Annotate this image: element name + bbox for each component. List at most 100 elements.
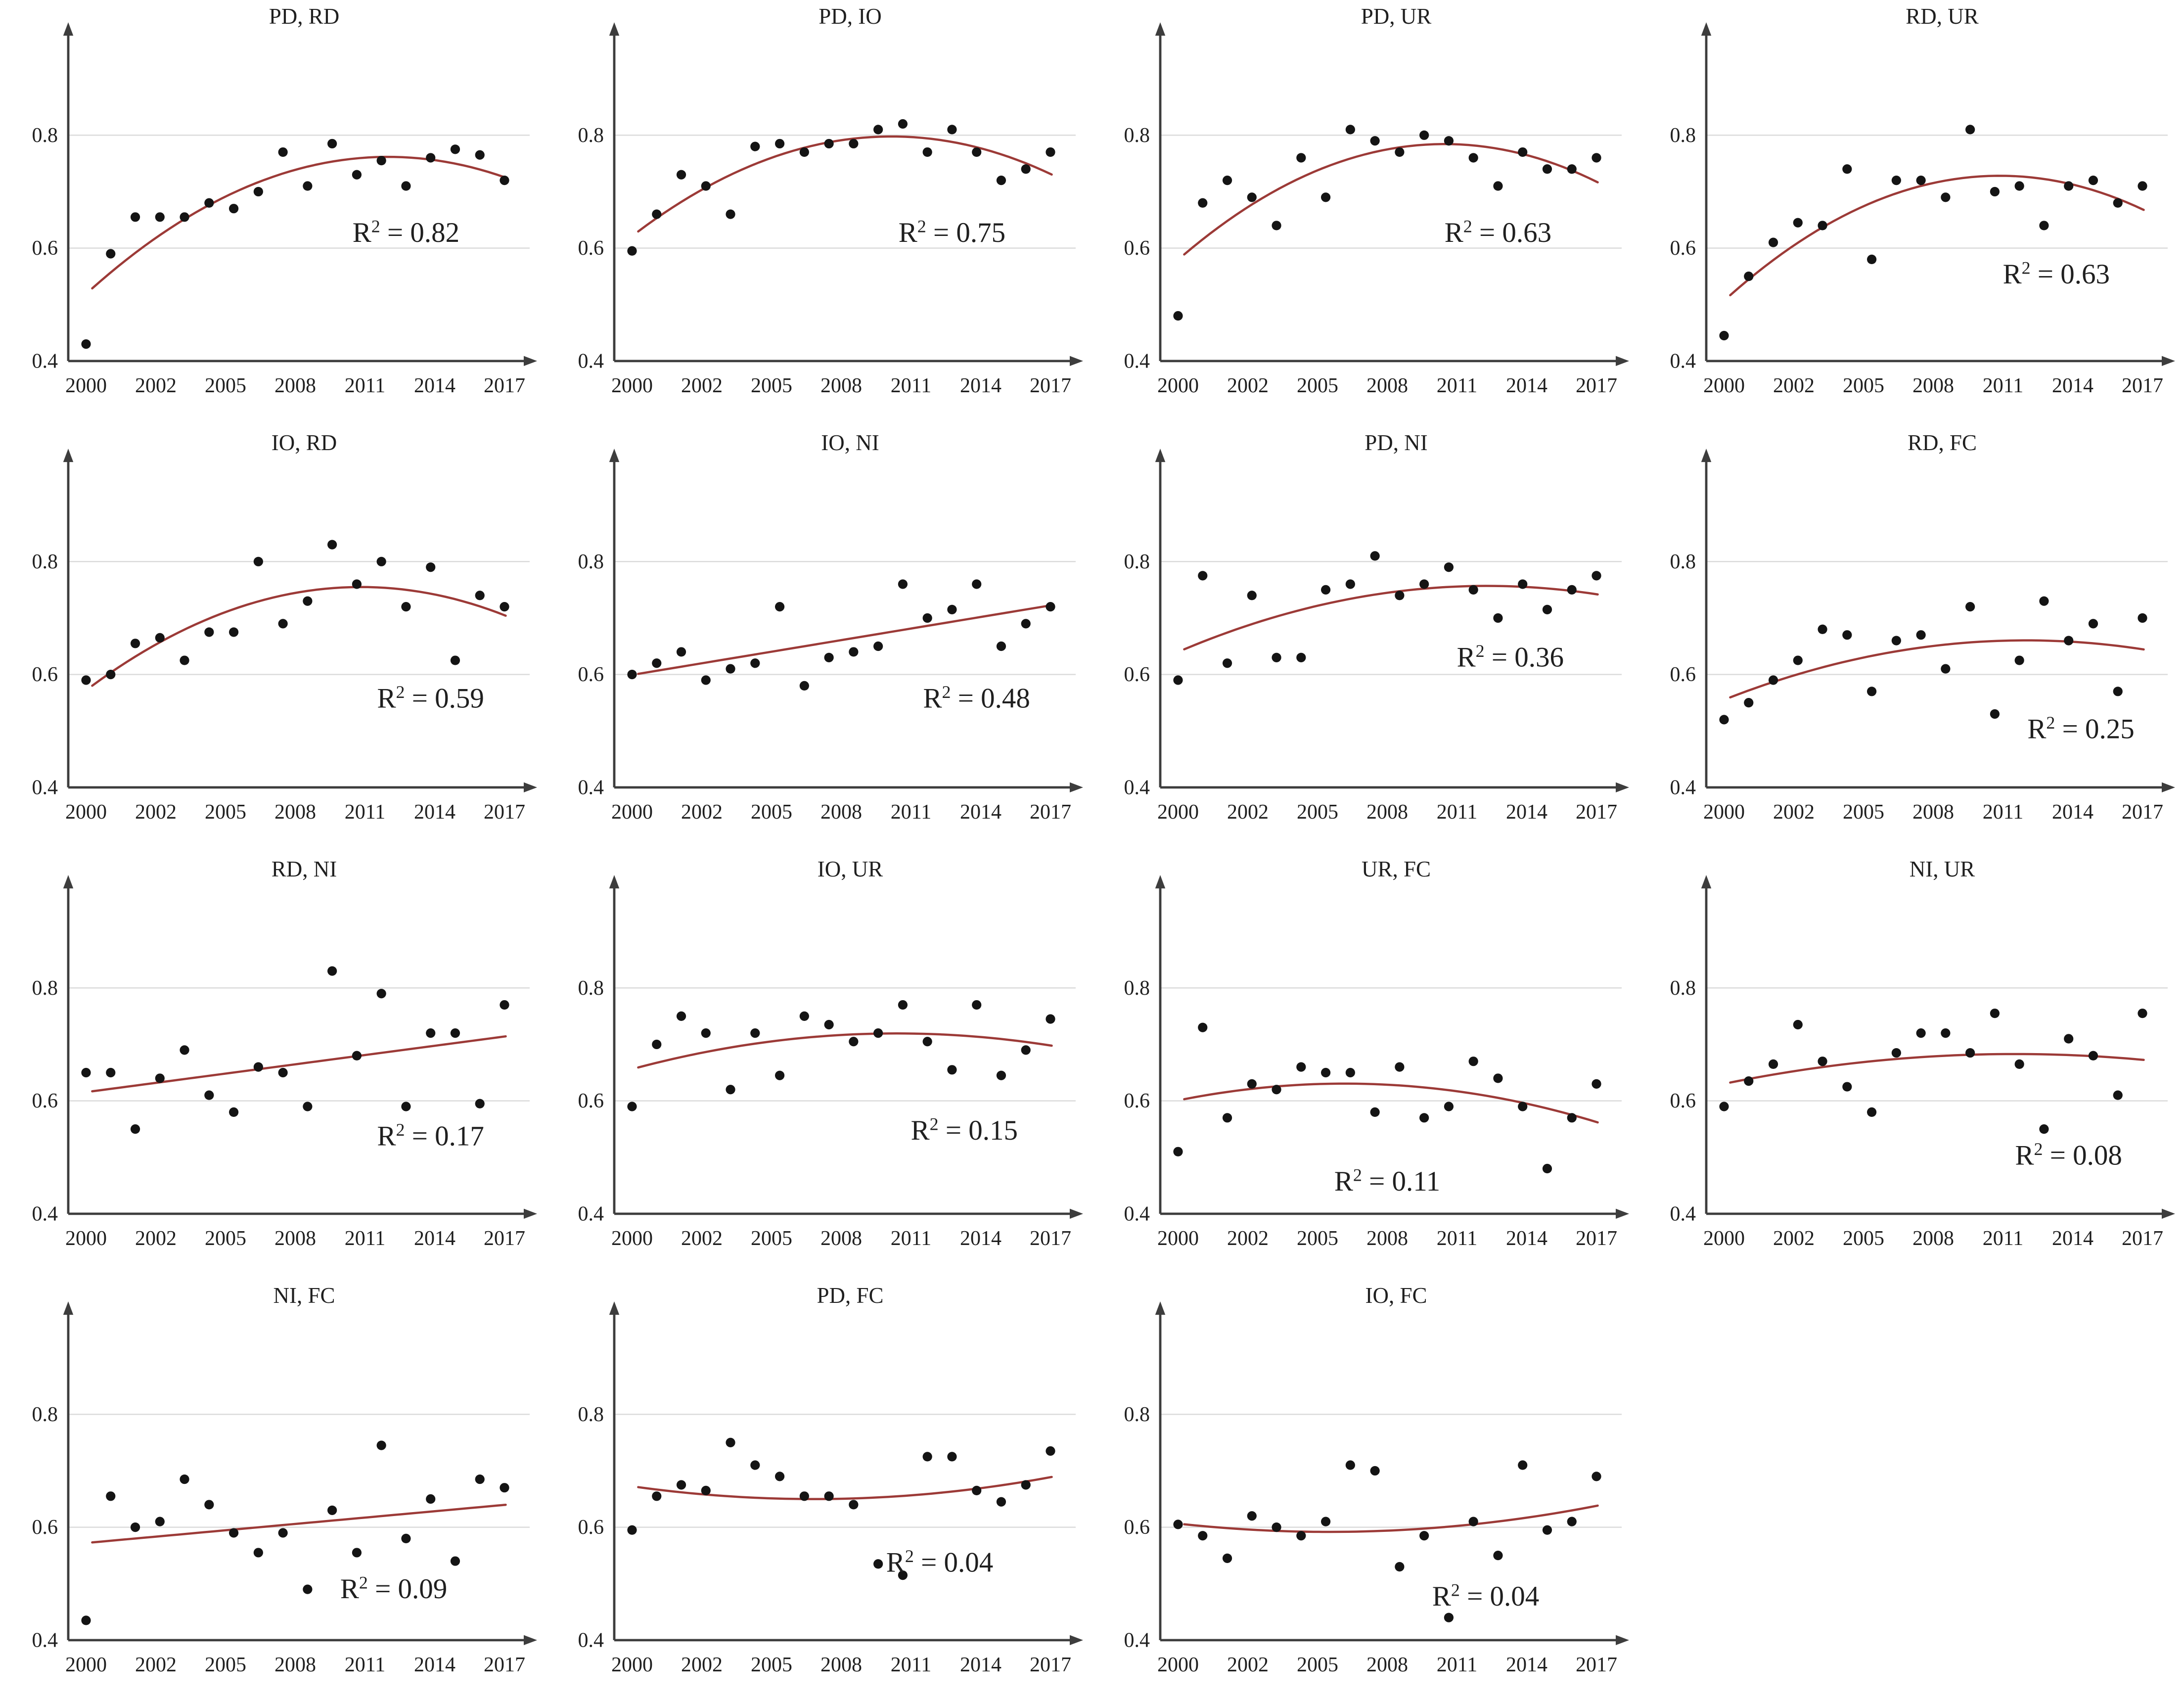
y-tick-label: 0.4 <box>578 776 604 799</box>
x-tick-label: 2014 <box>960 1227 1001 1250</box>
data-point <box>253 186 263 197</box>
x-tick-label: 2008 <box>1366 801 1408 824</box>
data-point <box>1916 630 1926 640</box>
x-tick-label: 2008 <box>820 1227 862 1250</box>
x-tick-label: 2017 <box>484 1654 525 1676</box>
data-point <box>1444 1102 1454 1111</box>
data-point <box>81 339 91 349</box>
y-tick-label: 0.6 <box>1670 237 1696 260</box>
data-point <box>1542 604 1552 614</box>
x-tick-label: 2008 <box>1912 801 1954 824</box>
data-points <box>627 579 1055 691</box>
data-point <box>1468 585 1478 595</box>
data-point <box>799 147 809 157</box>
data-point <box>1493 181 1503 191</box>
x-tick-label: 2008 <box>820 374 862 397</box>
y-tick-label: 0.8 <box>578 124 604 147</box>
data-point <box>376 989 386 999</box>
trend-line <box>1729 1053 2145 1084</box>
data-point <box>1567 1113 1577 1123</box>
y-tick-label: 0.6 <box>1124 237 1150 260</box>
x-tick-label: 2002 <box>681 1227 723 1250</box>
x-tick-label: 2005 <box>1843 1227 1884 1250</box>
data-point <box>180 212 189 222</box>
x-tick-label: 2008 <box>820 1654 862 1676</box>
data-point <box>1866 1107 1877 1117</box>
data-point <box>475 591 485 600</box>
x-tick-label: 2002 <box>1773 374 1815 397</box>
r-squared-annotation: R2 = 0.59 <box>377 682 484 714</box>
data-point <box>947 1065 957 1075</box>
x-tick-label: 2000 <box>1703 1227 1745 1250</box>
y-tick-labels: 0.8 0.6 0.4 <box>1670 551 1696 799</box>
data-point <box>1744 1076 1754 1086</box>
data-points <box>1719 596 2147 725</box>
data-point <box>1272 221 1281 231</box>
data-point <box>2064 636 2074 646</box>
x-tick-label: 2017 <box>1576 1654 1617 1676</box>
data-point <box>898 119 908 129</box>
data-point <box>376 156 386 166</box>
data-point <box>1296 1531 1306 1541</box>
y-tick-label: 0.4 <box>1670 776 1696 799</box>
axes <box>1155 22 1629 367</box>
data-point <box>849 1500 859 1510</box>
y-tick-label: 0.8 <box>32 977 58 1000</box>
data-point <box>1818 1057 1827 1066</box>
data-point <box>1320 1517 1331 1526</box>
scatter-plot-cell: 0.8 0.6 0.4 2000 2002 2005 2008 2011 2014 2017 IO,… <box>546 426 1092 853</box>
x-tick-label: 2011 <box>1983 374 2023 397</box>
x-tick-label: 2002 <box>135 801 177 824</box>
y-tick-labels: 0.8 0.6 0.4 <box>578 551 604 799</box>
trend-line <box>91 155 507 290</box>
axes <box>1155 875 1629 1219</box>
x-tick-label: 2014 <box>2052 374 2093 397</box>
data-point <box>426 562 436 572</box>
data-point <box>1021 1480 1031 1490</box>
data-point <box>1370 1466 1380 1476</box>
data-point <box>1818 221 1827 231</box>
y-tick-label: 0.8 <box>1124 124 1150 147</box>
data-point <box>1916 176 1926 185</box>
axes <box>63 22 537 367</box>
data-point <box>228 1107 239 1117</box>
data-point <box>2138 1009 2147 1018</box>
x-tick-label: 2011 <box>1437 1227 1477 1250</box>
x-tick-label: 2002 <box>1227 1654 1269 1676</box>
data-point <box>1370 136 1380 146</box>
data-point <box>774 602 785 612</box>
data-point <box>1542 1525 1552 1535</box>
x-tick-label: 2014 <box>414 801 455 824</box>
x-tick-labels: 2000 2002 2005 2008 2011 2014 2017 <box>1157 1654 1617 1676</box>
y-tick-label: 0.4 <box>578 1202 604 1225</box>
x-tick-label: 2011 <box>345 374 385 397</box>
scatter-plot: 0.8 0.6 0.4 2000 2002 2005 2008 2011 2014 2017 RD,… <box>1670 4 2175 397</box>
data-point <box>972 1485 982 1496</box>
data-point <box>1818 624 1827 634</box>
data-point <box>1198 1022 1208 1032</box>
data-point <box>2039 1124 2049 1134</box>
y-tick-labels: 0.8 0.6 0.4 <box>578 977 604 1226</box>
data-point <box>401 1533 411 1544</box>
y-tick-label: 0.6 <box>32 1516 58 1539</box>
x-tick-label: 2002 <box>681 374 723 397</box>
data-point <box>1941 1028 1951 1038</box>
x-tick-label: 2011 <box>891 374 931 397</box>
trend-line <box>637 1032 1053 1069</box>
data-point <box>401 602 411 612</box>
gridlines <box>68 1414 530 1528</box>
x-tick-label: 2002 <box>135 374 177 397</box>
plot-title: IO, RD <box>272 430 337 455</box>
data-point <box>627 1102 637 1111</box>
data-point <box>922 147 932 157</box>
data-point <box>1222 1553 1232 1563</box>
y-tick-label: 0.4 <box>1670 1202 1696 1225</box>
scatter-plot: 0.8 0.6 0.4 2000 2002 2005 2008 2011 2014 2017 PD,… <box>578 1283 1083 1676</box>
y-tick-label: 0.6 <box>578 663 604 686</box>
data-point <box>303 1102 313 1111</box>
r-squared-annotation: R2 = 0.48 <box>923 682 1030 714</box>
x-tick-label: 2011 <box>345 1227 385 1250</box>
x-tick-label: 2011 <box>891 1227 931 1250</box>
data-point <box>204 627 214 637</box>
x-tick-label: 2002 <box>681 801 723 824</box>
